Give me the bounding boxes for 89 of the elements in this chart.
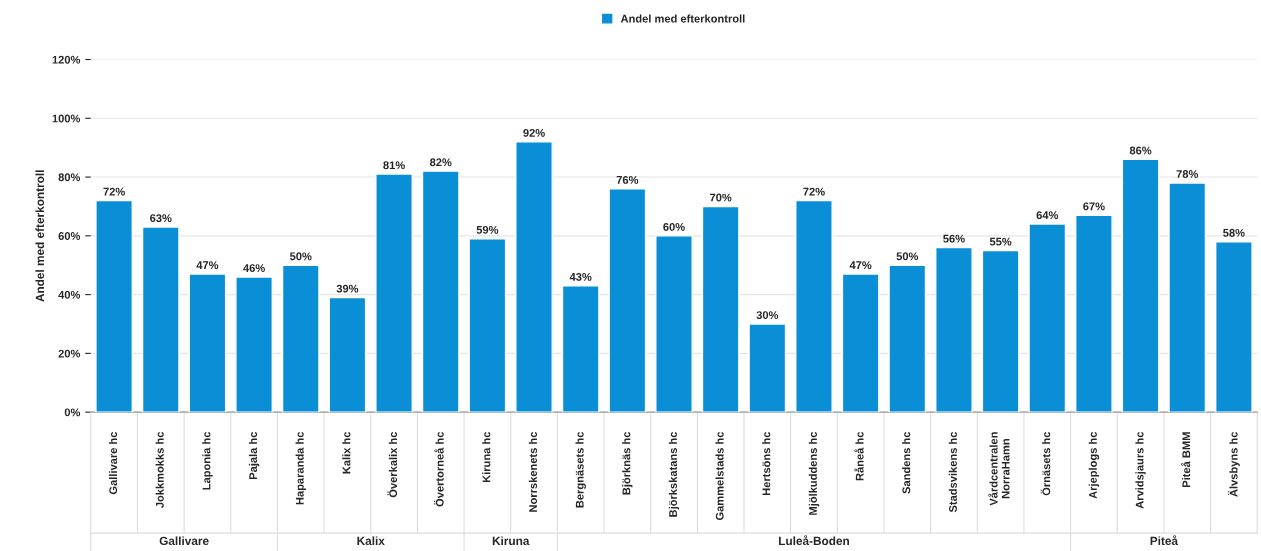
x-tick-label: Örnäsets hc: [1040, 431, 1051, 496]
bar: [608, 188, 647, 413]
x-tick-label: Älvsbyns hc: [1227, 431, 1240, 497]
bar: [1168, 182, 1207, 413]
bar: [935, 246, 973, 413]
x-tick-label: Laponia hc: [202, 431, 213, 490]
data-label: 86%: [1129, 146, 1152, 155]
data-label: 50%: [289, 252, 312, 261]
bar: [888, 264, 927, 413]
data-label: 47%: [849, 261, 872, 270]
data-label: 82%: [429, 158, 452, 167]
x-tick-label: Björkskatans hc: [668, 431, 680, 517]
x-tick-label: Björknäs hc: [622, 431, 633, 495]
data-label: 58%: [1223, 228, 1245, 237]
x-tick-label: Norrskenets hc: [528, 431, 538, 512]
bar: [95, 199, 134, 413]
x-tick-label: Kalix hc: [342, 431, 351, 474]
y-axis-title: Andel med efterkontroll: [35, 170, 45, 302]
text: Kalix: [357, 536, 385, 546]
x-tick-label: Piteå BMM: [1180, 432, 1191, 488]
data-label: 72%: [803, 187, 825, 196]
x-tick-label: Vårdcentralen NorraHamn: [988, 432, 1010, 506]
bar: [188, 273, 227, 413]
bar: [1121, 158, 1160, 413]
bar: [515, 141, 553, 413]
x-tick-label: Sandens hc: [902, 431, 911, 494]
data-label: 92%: [523, 128, 545, 137]
data-label: 30%: [756, 311, 779, 320]
data-label: 78%: [1176, 170, 1199, 178]
y-tick-label: 80%: [58, 173, 81, 182]
bar: [748, 323, 787, 413]
x-tick-label: Gammelstads hc: [715, 431, 724, 521]
text: Luleå-Boden: [779, 535, 849, 546]
bar: [561, 285, 600, 413]
y-tick-label: 60%: [58, 232, 81, 240]
y-tick-label: 120%: [52, 55, 81, 64]
y-tick-label: 0%: [64, 408, 81, 417]
x-tick-label: Pajala hc: [248, 431, 260, 480]
x-tick-label: Gallivare hc: [108, 431, 118, 495]
y-tick-label: 100%: [52, 114, 81, 123]
bar: [375, 173, 413, 413]
data-label: 39%: [336, 284, 359, 293]
bar: [141, 226, 180, 413]
x-tick-label: Råneå hc: [854, 431, 864, 481]
bar: [701, 205, 740, 413]
data-label: 70%: [710, 193, 732, 202]
x-tick-label: Överkalix hc: [387, 431, 398, 498]
text: Kiruna: [492, 536, 530, 546]
data-label: 46%: [243, 264, 265, 272]
x-tick-label: Hertsöns hc: [762, 431, 771, 496]
data-label: 55%: [989, 237, 1012, 246]
x-tick-label: Övertorneå hc: [434, 431, 444, 507]
x-tick-label: Arjeplogs hc: [1088, 431, 1100, 499]
bar: [981, 249, 1020, 413]
data-label: 63%: [150, 214, 172, 223]
data-label: 59%: [476, 225, 499, 234]
x-tick-label: Jokkmokks hc: [155, 431, 164, 508]
bar: [655, 235, 693, 413]
data-label: 67%: [1083, 202, 1105, 211]
data-label: 81%: [383, 161, 405, 170]
y-tick-label: 40%: [58, 290, 81, 299]
data-label: 72%: [103, 187, 125, 196]
bar: [421, 170, 460, 413]
bar: [1214, 241, 1253, 413]
bar: [795, 199, 833, 413]
x-tick-label: Mjölkuddens hc: [808, 431, 820, 515]
bar: [328, 296, 367, 413]
x-tick-label: Stadsvikens hc: [948, 431, 957, 513]
bar: [468, 238, 507, 413]
data-label: 50%: [896, 252, 919, 261]
bar: [281, 264, 320, 413]
x-tick-label: Bergnäsets hc: [575, 431, 586, 508]
text: Gallivare: [159, 536, 209, 546]
data-label: 43%: [569, 272, 592, 281]
y-tick-label: 20%: [58, 349, 81, 358]
legend-label: Andel med efterkontroll: [620, 14, 745, 23]
data-label: 60%: [663, 222, 685, 231]
bar: [1075, 214, 1113, 413]
data-label: 47%: [196, 261, 219, 270]
bar: [235, 276, 273, 413]
data-label: 76%: [616, 175, 639, 184]
text: Piteå: [1150, 535, 1179, 546]
data-label: 56%: [943, 234, 965, 243]
x-tick-label: Kiruna hc: [482, 431, 491, 483]
bar: [1028, 223, 1067, 413]
bar: [841, 273, 880, 413]
data-label: 64%: [1036, 211, 1059, 220]
x-tick-label: Arvidsjaurs hc: [1135, 431, 1146, 509]
x-tick-label: Haparanda hc: [295, 431, 306, 505]
